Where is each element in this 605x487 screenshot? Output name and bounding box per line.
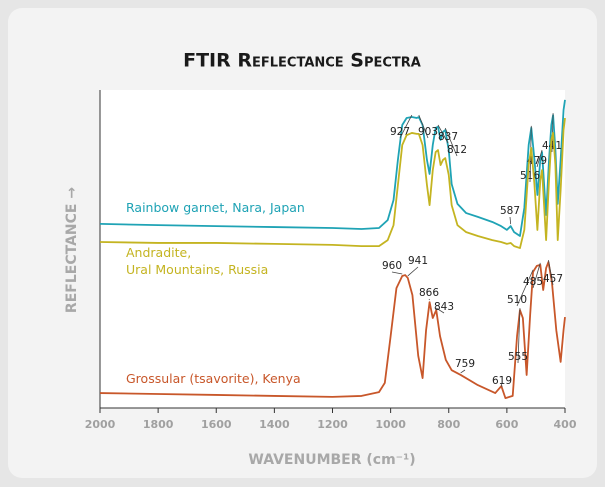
peak-label: 485 [523,276,543,288]
peak-label: 866 [419,287,439,299]
peak-label: 960 [382,260,402,272]
peak-leader [532,262,541,289]
x-tick-label: 1600 [201,418,232,431]
spectrum-line [99,99,566,237]
peak-leader [536,149,543,168]
peak-label: 457 [543,273,563,285]
x-tick-label: 1000 [375,418,406,431]
peak-leader [391,271,403,275]
peak-leader [428,298,430,301]
peak-leader [460,369,466,374]
peak-leader [509,216,512,225]
peak-label: 812 [447,144,467,156]
peak-leader [500,383,503,388]
peak-leader [437,124,449,144]
peak-label: 843 [434,301,454,313]
x-tick-label: 1200 [317,418,348,431]
chart-title: FTIR Reflectance Spectra [183,50,421,72]
peak-leader [418,114,429,139]
x-tick-label: 2000 [85,418,116,431]
series-label: Rainbow garnet, Nara, Japan [126,200,305,215]
peak-label: 555 [508,351,528,363]
plot-area [100,90,565,408]
peak-label: 759 [455,358,475,370]
x-tick-label: 1400 [259,418,290,431]
peak-label: 619 [492,375,512,387]
x-tick-label: 400 [554,418,577,431]
peak-label: 927 [390,126,410,138]
peak-label: 941 [408,255,428,267]
peak-leader [548,259,554,286]
peak-label: 441 [542,140,562,152]
series-label: Andradite, Ural Mountains, Russia [126,245,269,277]
spectrum-line [99,117,566,249]
series-label: Grossular (tsavorite), Kenya [126,371,301,386]
spectrum-line [99,261,566,400]
peak-leader [444,127,458,157]
x-tick-label: 1800 [143,418,174,431]
peak-leader [516,269,534,307]
peak-label: 516 [520,170,540,182]
peak-label: 587 [500,205,520,217]
peak-leader [436,307,445,314]
peak-leader [407,266,419,277]
y-axis-label: REFLECTANCE → [64,187,80,313]
peak-leader [399,114,413,139]
peak-label: 837 [438,131,458,143]
x-axis-label: WAVENUMBER (cm⁻¹) [248,452,415,468]
peak-label: 510 [507,294,527,306]
x-tick-label: 600 [495,418,518,431]
peak-leader [517,308,521,364]
x-tick-label: 800 [437,418,460,431]
peak-label: 903 [418,126,438,138]
